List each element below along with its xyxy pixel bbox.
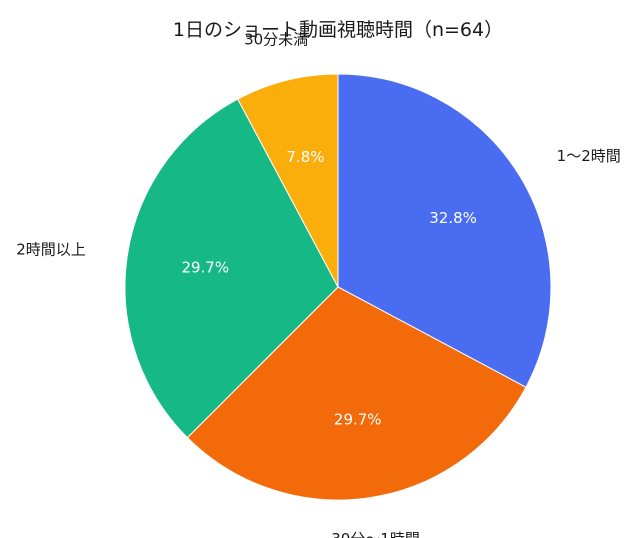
pct-label-1: 29.7% [334,411,382,429]
pie-slices [124,73,552,501]
pie-labels: 32.8% 1〜2時間 29.7% 30分〜1時間 29.7% 2時間以上 7.8% 30分未… [16,31,621,538]
category-label-0: 1〜2時間 [557,147,621,165]
pie-slice-2 [124,98,339,439]
pie-slice-0 [337,73,552,388]
category-label-3: 30分未満 [244,31,308,49]
pct-label-3: 7.8% [286,148,324,166]
pie-slice-3 [237,73,339,288]
pie-slice-1 [186,286,527,501]
chart-title: 1日のショート動画視聴時間（n=64） [173,19,503,41]
category-label-2: 2時間以上 [16,240,86,258]
pct-label-2: 29.7% [181,258,229,276]
category-label-1: 30分〜1時間 [331,530,420,538]
pct-label-0: 32.8% [429,209,477,227]
